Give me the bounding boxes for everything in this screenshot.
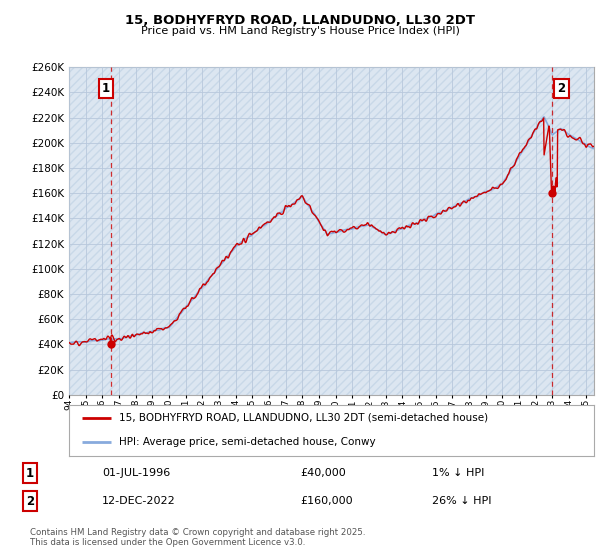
Text: Price paid vs. HM Land Registry's House Price Index (HPI): Price paid vs. HM Land Registry's House … bbox=[140, 26, 460, 36]
Text: 1: 1 bbox=[101, 82, 110, 95]
Text: 1% ↓ HPI: 1% ↓ HPI bbox=[432, 468, 484, 478]
Text: £160,000: £160,000 bbox=[300, 496, 353, 506]
Text: HPI: Average price, semi-detached house, Conwy: HPI: Average price, semi-detached house,… bbox=[119, 437, 376, 447]
Text: 2: 2 bbox=[557, 82, 566, 95]
Text: 2: 2 bbox=[26, 494, 34, 508]
Text: 1: 1 bbox=[26, 466, 34, 480]
Text: 26% ↓ HPI: 26% ↓ HPI bbox=[432, 496, 491, 506]
Text: 12-DEC-2022: 12-DEC-2022 bbox=[102, 496, 176, 506]
Text: Contains HM Land Registry data © Crown copyright and database right 2025.
This d: Contains HM Land Registry data © Crown c… bbox=[30, 528, 365, 547]
Text: 15, BODHYFRYD ROAD, LLANDUDNO, LL30 2DT (semi-detached house): 15, BODHYFRYD ROAD, LLANDUDNO, LL30 2DT … bbox=[119, 413, 488, 423]
Text: £40,000: £40,000 bbox=[300, 468, 346, 478]
Text: 15, BODHYFRYD ROAD, LLANDUDNO, LL30 2DT: 15, BODHYFRYD ROAD, LLANDUDNO, LL30 2DT bbox=[125, 14, 475, 27]
Text: 01-JUL-1996: 01-JUL-1996 bbox=[102, 468, 170, 478]
